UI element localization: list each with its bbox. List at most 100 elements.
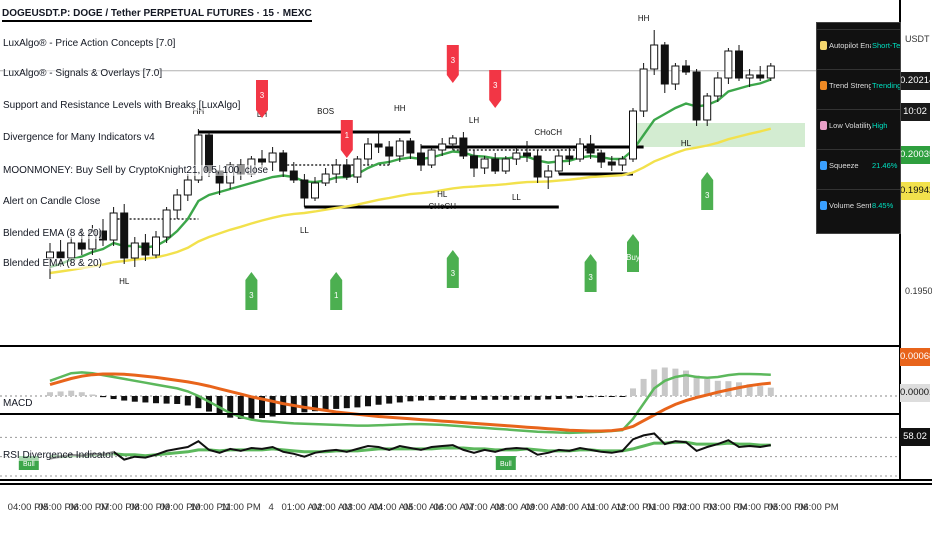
indicator-label[interactable]: Alert on Candle Close (3, 196, 101, 207)
sell-signal-arrow: 3 (256, 80, 268, 118)
volume-icon (820, 201, 827, 210)
time-axis-label: 02:00 AM (311, 502, 353, 513)
indicator-label[interactable]: Blended EMA (8 & 20) (3, 258, 102, 269)
signal-text: 1 (345, 131, 350, 140)
structure-label: LL (300, 226, 309, 235)
ema-slow-line (49, 127, 772, 275)
buy-signal-arrow: 3 (446, 250, 459, 288)
squeeze-icon (820, 161, 827, 170)
dashboard-metric-value: 21.46% (872, 161, 898, 170)
rsi-bull-badge: Bull (495, 456, 516, 470)
macd-histogram-bar (407, 396, 414, 402)
candle-body (332, 164, 341, 175)
ema-slow-path (49, 127, 772, 275)
candle-body (417, 152, 425, 166)
candle-body (438, 143, 447, 151)
macd-histogram-bar (555, 396, 562, 400)
signal-text: Buy (626, 253, 640, 262)
volatility-icon (820, 121, 827, 130)
time-axis-label: 12:00 PM (615, 502, 657, 513)
currency-label[interactable]: USDT (905, 34, 930, 44)
macd-histogram-bar (757, 386, 764, 396)
candle-body (395, 140, 404, 157)
macd-histogram-bar (280, 396, 287, 415)
signal-text: 3 (260, 91, 265, 100)
time-axis-label: 07:00 PM (98, 502, 140, 513)
rsi-label[interactable]: RSI Divergence Indicator (3, 450, 115, 461)
candle-body (258, 158, 266, 163)
indicator-label[interactable]: Blended EMA (8 & 20) (3, 228, 102, 239)
signal-text: 3 (249, 291, 254, 300)
structure-label: HH (394, 104, 406, 113)
indicator-label[interactable]: LuxAlgo® - Signals & Overlays [7.0] (3, 68, 163, 79)
macd-histogram-bar (619, 396, 626, 397)
candle-body (724, 50, 733, 79)
macd-histogram-bar (89, 394, 96, 396)
candle-body (523, 152, 531, 157)
buy-signal-arrow: Buy (626, 234, 640, 272)
macd-histogram-bar (248, 396, 255, 419)
macd-histogram-bar (693, 375, 700, 396)
macd-histogram-bar (502, 396, 509, 400)
macd-hist-box: 0.00001 (900, 384, 930, 402)
time-axis-label: 11:00 AM (585, 502, 626, 513)
macd-histogram-bar (301, 396, 308, 413)
rsi-pane: Bull Bull (0, 432, 900, 477)
dashboard-row: Squeeze 21.46% (817, 149, 900, 184)
indicator-label[interactable]: MOONMONEY: Buy Sell by CryptoKnight21, 0… (3, 165, 269, 176)
buy-signal-arrow: 3 (584, 254, 597, 292)
trend-icon (820, 81, 827, 90)
signal-text: 3 (451, 269, 456, 278)
candle-body (459, 137, 468, 157)
buy-signal-arrow: 3 (701, 172, 714, 210)
candle-body (650, 44, 659, 70)
candle-body (692, 71, 701, 121)
dashboard-row: Autopilot Enabled Short-Term (817, 29, 900, 64)
candle-body (671, 65, 680, 85)
macd-histogram-bar (68, 390, 75, 396)
indicator-label[interactable]: Support and Resistance Levels with Break… (3, 100, 241, 111)
time-axis-label: 08:00 AM (494, 502, 535, 513)
time-axis-label: 05:00 PM (38, 502, 79, 513)
time-axis-label: 02:00 PM (676, 502, 718, 513)
macd-histogram-bar (110, 396, 117, 400)
symbol-title[interactable]: DOGEUSDT.P: DOGE / Tether PERPETUAL FUTU… (2, 8, 312, 22)
candle-body (311, 182, 319, 199)
macd-histogram-bar (714, 380, 721, 396)
dashboard-row: Volume Sentiment 8.45% (817, 189, 900, 224)
signal-text: 1 (334, 291, 339, 300)
candle-body (448, 137, 457, 145)
macd-histogram-bar (153, 396, 159, 404)
indicator-label[interactable]: LuxAlgo® - Price Action Concepts [7.0] (3, 38, 176, 49)
macd-histogram-bar (206, 396, 212, 412)
macd-signal-box: 0.00068 (900, 348, 930, 366)
macd-histogram-bar (587, 396, 594, 398)
macd-histogram-bar (736, 382, 742, 396)
structure-label: HH (638, 14, 650, 23)
macd-label[interactable]: MACD (3, 398, 33, 409)
time-axis-label: 04:00 PM (7, 502, 49, 513)
macd-histogram-bar (418, 396, 424, 401)
candle-body (120, 212, 129, 259)
indicator-label[interactable]: Divergence for Many Indicators v4 (3, 132, 155, 143)
candle-body (342, 164, 351, 178)
dashboard-row: Low Volatility High (817, 109, 900, 144)
sell-signal-arrow: 3 (489, 70, 502, 108)
structure-label: HL (437, 190, 448, 199)
candle-body (554, 155, 563, 172)
time-axis-label: 06:00 PM (68, 502, 110, 513)
candle-body (682, 65, 690, 73)
arrow-shape (446, 45, 459, 83)
candle-body (735, 50, 743, 79)
time-axis-label: 01:00 PM (646, 502, 687, 513)
macd-histogram-bar (312, 396, 318, 412)
dashboard-metric-name: Autopilot Enabled (829, 41, 871, 50)
candles (46, 30, 775, 279)
macd-histogram-bar (534, 396, 541, 400)
candle-body (501, 158, 510, 172)
macd-histogram-bar (672, 368, 679, 396)
candle-body (639, 68, 648, 112)
time-axis-label: 04:00 PM (737, 502, 778, 513)
time-axis-label: 05:00 AM (403, 502, 444, 513)
